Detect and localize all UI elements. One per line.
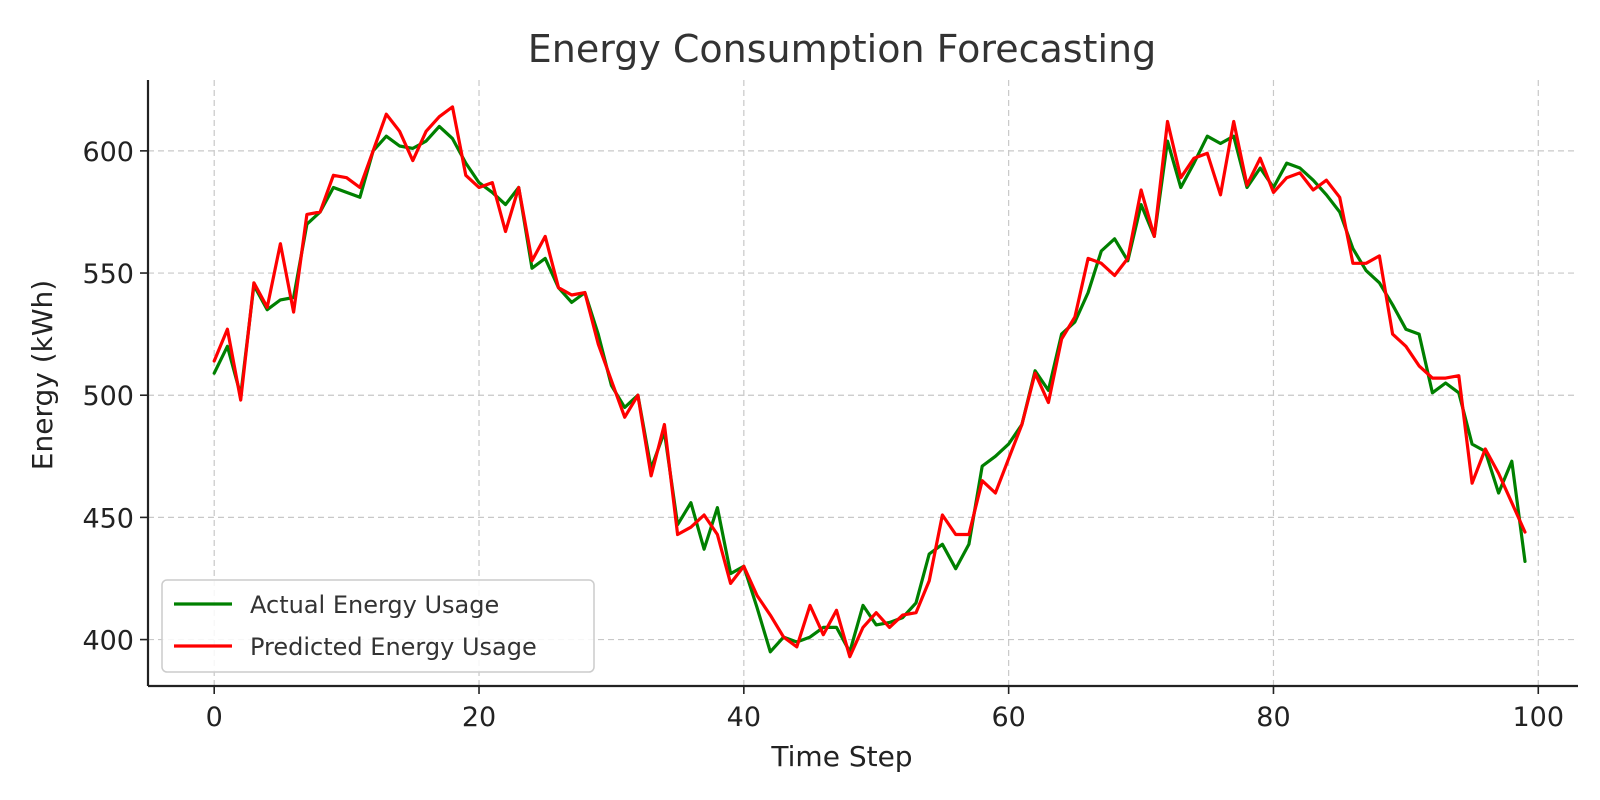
legend-label: Actual Energy Usage bbox=[250, 591, 499, 619]
legend: Actual Energy Usage Predicted Energy Usag… bbox=[161, 579, 595, 673]
y-axis-label: Energy (kWh) bbox=[26, 280, 59, 470]
x-axis-label: Time Step bbox=[770, 740, 912, 773]
x-tick-label: 60 bbox=[991, 702, 1025, 733]
x-tick-label: 80 bbox=[1256, 702, 1290, 733]
series-line-predicted bbox=[212, 105, 1527, 659]
x-tick-label: 40 bbox=[727, 702, 761, 733]
chart-title: Energy Consumption Forecasting bbox=[528, 27, 1156, 71]
y-tick-label: 600 bbox=[82, 137, 134, 168]
data-series bbox=[212, 105, 1527, 659]
x-tick-label: 0 bbox=[206, 702, 223, 733]
tick-labels: 0 20 40 60 80 100 400 450 500 550 600 bbox=[82, 137, 1564, 733]
legend-box bbox=[161, 579, 595, 673]
y-tick-label: 550 bbox=[82, 259, 134, 290]
series-line-actual bbox=[212, 124, 1527, 654]
x-tick-label: 20 bbox=[462, 702, 496, 733]
grid-lines bbox=[148, 80, 1578, 686]
y-tick-label: 450 bbox=[82, 503, 134, 534]
y-tick-label: 400 bbox=[82, 626, 134, 657]
x-tick-label: 100 bbox=[1513, 702, 1565, 733]
axes bbox=[140, 80, 1578, 694]
legend-label: Predicted Energy Usage bbox=[250, 633, 537, 661]
y-tick-label: 500 bbox=[82, 381, 134, 412]
